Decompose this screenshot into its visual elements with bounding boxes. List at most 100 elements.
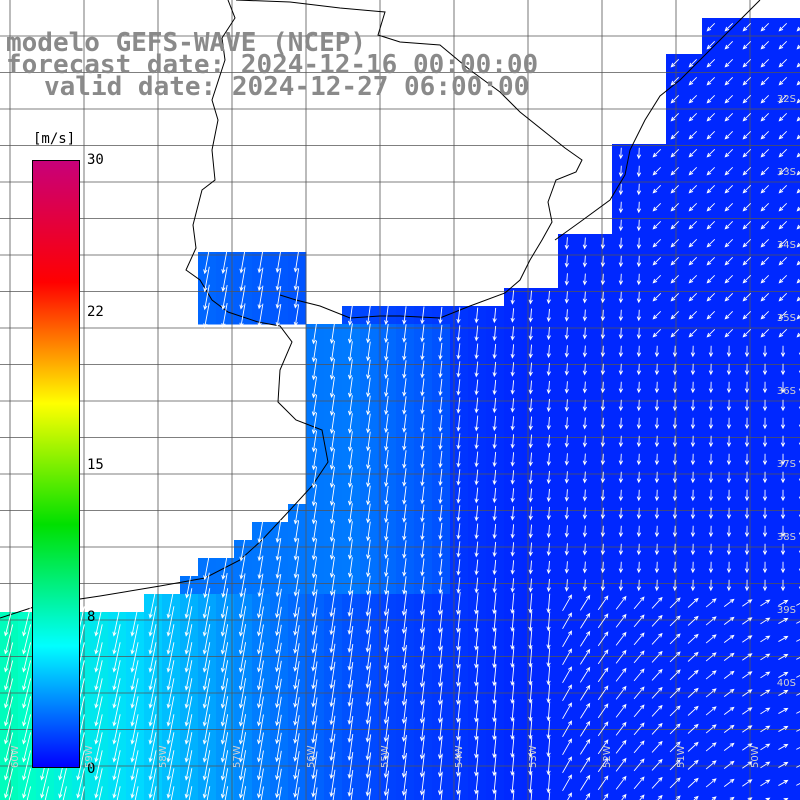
- wind-arrow: [492, 664, 497, 687]
- wind-arrow: [347, 698, 354, 725]
- wind-arrow: [670, 166, 680, 176]
- wind-arrow: [44, 786, 49, 800]
- wind-arrow: [203, 266, 210, 293]
- wind-arrow: [347, 413, 353, 434]
- wind-arrow: [780, 345, 786, 358]
- speed-cell: [792, 702, 800, 721]
- wind-arrow: [347, 377, 353, 398]
- wind-arrow: [221, 302, 228, 328]
- wind-arrow: [760, 202, 770, 212]
- wind-arrow: [705, 670, 717, 680]
- speed-cell: [126, 792, 145, 800]
- wind-arrow: [256, 606, 264, 637]
- colorbar-tick-22: 22: [87, 304, 104, 320]
- wind-arrow: [579, 630, 591, 647]
- wind-arrow: [744, 579, 750, 592]
- wind-arrow: [633, 686, 645, 700]
- wind-arrow: [546, 308, 551, 323]
- wind-arrow: [293, 751, 300, 780]
- wind-arrow: [492, 559, 497, 576]
- wind-arrow: [220, 732, 229, 763]
- wind-arrow: [311, 394, 318, 417]
- wind-arrow: [724, 58, 734, 68]
- wind-arrow: [760, 148, 770, 158]
- wind-arrow: [311, 520, 318, 543]
- wind-arrow: [778, 292, 788, 302]
- longitude-label: 56W: [306, 745, 317, 768]
- wind-arrow: [742, 635, 753, 643]
- wind-arrow: [582, 327, 588, 340]
- wind-arrow: [474, 379, 479, 396]
- wind-arrow: [564, 561, 569, 574]
- wind-arrow: [492, 682, 497, 705]
- wind-arrow: [636, 237, 642, 250]
- wind-arrow: [778, 707, 789, 714]
- wind-arrow: [184, 606, 193, 637]
- speed-cell: [198, 792, 217, 800]
- wind-arrow: [401, 735, 407, 760]
- wind-arrow: [329, 733, 336, 762]
- valid-date: valid date: 2024-12-27 06:00:00: [44, 72, 530, 102]
- wind-arrow: [347, 644, 354, 671]
- wind-arrow: [564, 417, 569, 430]
- wind-arrow: [257, 249, 264, 274]
- speed-cell: [234, 792, 253, 800]
- wind-arrow: [688, 256, 698, 266]
- speed-cell: [108, 792, 127, 800]
- wind-arrow: [456, 699, 461, 723]
- wind-arrow: [510, 416, 515, 431]
- wind-arrow: [690, 417, 696, 430]
- wind-arrow: [708, 525, 714, 538]
- wind-arrow: [796, 747, 800, 750]
- wind-arrow: [220, 624, 229, 655]
- wind-arrow: [494, 790, 497, 800]
- wind-arrow: [579, 774, 591, 791]
- wind-arrow: [670, 94, 680, 104]
- wind-arrow: [419, 717, 425, 742]
- wind-arrow: [275, 537, 282, 561]
- speed-cell: [90, 792, 109, 800]
- wind-arrow: [742, 202, 752, 212]
- latitude-label: 37S: [776, 459, 796, 470]
- wind-arrow: [329, 607, 336, 636]
- wind-arrow: [202, 624, 211, 655]
- wind-arrow: [744, 471, 750, 484]
- wind-arrow: [419, 663, 425, 688]
- wind-arrow: [546, 578, 551, 593]
- wind-arrow: [636, 471, 642, 484]
- wind-arrow: [296, 787, 300, 800]
- wind-arrow: [420, 378, 425, 397]
- wind-arrow: [492, 307, 497, 324]
- wind-arrow: [744, 363, 750, 376]
- wind-arrow: [256, 678, 264, 709]
- wind-arrow: [437, 609, 443, 634]
- wind-arrow: [311, 589, 318, 618]
- wind-arrow: [530, 791, 533, 800]
- wind-arrow: [221, 248, 228, 274]
- wind-arrow: [726, 543, 732, 556]
- wind-arrow: [669, 669, 681, 681]
- wind-arrow: [329, 697, 336, 726]
- wind-arrow: [618, 561, 624, 574]
- wind-arrow: [780, 543, 786, 556]
- wind-arrow: [311, 412, 318, 435]
- wind-arrow: [383, 698, 390, 725]
- wind-arrow: [366, 485, 371, 506]
- wind-arrow: [148, 696, 157, 727]
- wind-arrow: [456, 451, 461, 468]
- wind-arrow: [744, 525, 750, 538]
- wind-arrow: [582, 471, 588, 484]
- wind-arrow: [546, 488, 551, 503]
- longitude-label: 59W: [84, 745, 95, 768]
- speed-cell: [792, 144, 800, 163]
- wind-arrow: [760, 635, 771, 643]
- wind-arrow: [510, 578, 515, 593]
- wind-arrow: [366, 323, 371, 344]
- speed-cell: [36, 792, 55, 800]
- speed-cell: [0, 792, 19, 800]
- wind-arrow: [670, 292, 680, 302]
- wind-arrow: [492, 772, 497, 795]
- speed-cell: [792, 450, 800, 469]
- wind-arrow: [420, 558, 425, 577]
- wind-arrow: [347, 575, 353, 596]
